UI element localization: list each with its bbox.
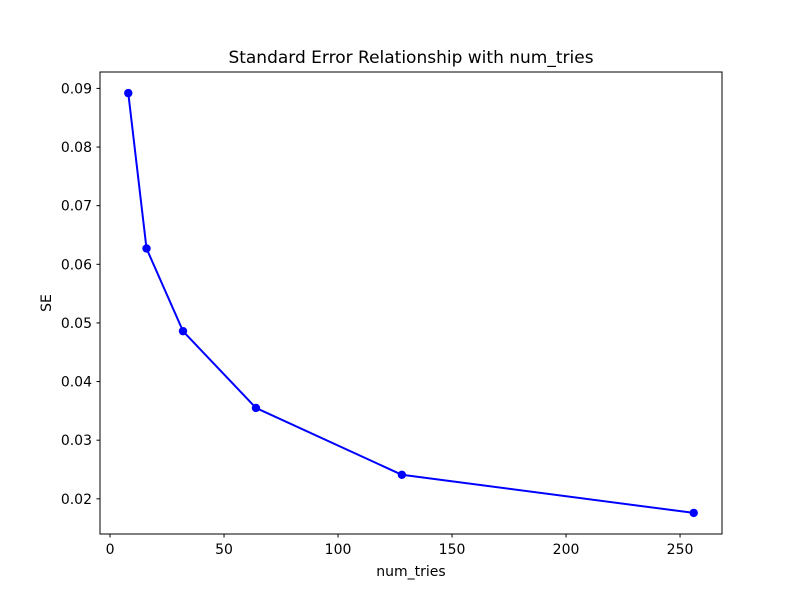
y-tick-label: 0.08 [61, 140, 92, 156]
y-tick-label: 0.05 [61, 316, 92, 332]
series-line [127, 92, 694, 514]
plot-border [99, 71, 723, 535]
y-tick-label: 0.03 [61, 433, 92, 449]
series-layer [124, 88, 698, 518]
data-point [124, 88, 133, 98]
y-tick-label: 0.06 [61, 257, 92, 273]
data-point [397, 470, 407, 479]
y-tick-label: 0.04 [61, 375, 92, 391]
x-tick-label: 100 [325, 542, 352, 558]
data-point [689, 508, 698, 518]
data-point [251, 403, 261, 413]
y-tick-label: 0.07 [61, 199, 92, 215]
x-tick-label: 250 [667, 542, 694, 558]
y-tick-label: 0.09 [61, 81, 92, 97]
x-tick-label: 150 [439, 542, 466, 558]
y-tick-label: 0.02 [61, 492, 92, 508]
ticks-layer: 0 50 100 150 200 250 0.02 0.03 0.04 0.05 0.06 0.07 0… [61, 81, 694, 558]
y-axis-label: SE [39, 294, 55, 312]
x-tick-label: 0 [106, 542, 115, 558]
data-point [178, 326, 188, 336]
data-point [142, 244, 151, 253]
chart-title: Standard Error Relationship with num_tri… [228, 48, 593, 68]
x-axis-label: num_tries [376, 564, 445, 580]
x-tick-label: 50 [215, 542, 233, 558]
x-tick-label: 200 [553, 542, 580, 558]
